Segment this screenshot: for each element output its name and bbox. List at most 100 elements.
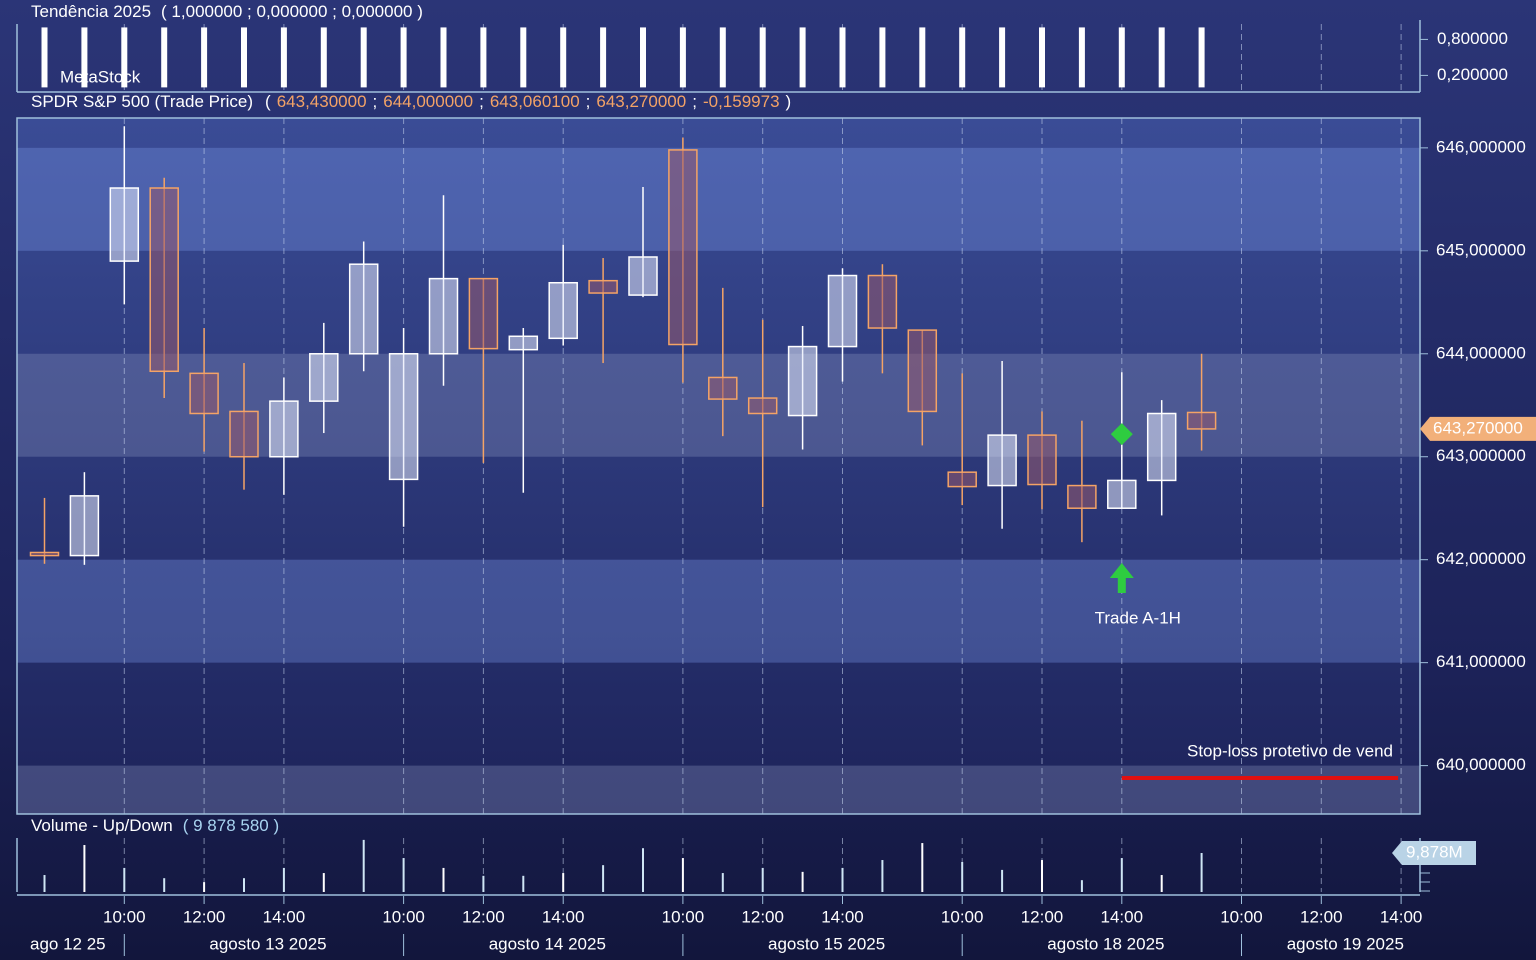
trend-bar xyxy=(879,27,886,88)
header-value: 643,430000 xyxy=(277,92,367,111)
trend-bar xyxy=(41,27,48,88)
x-tick-label: 14:00 xyxy=(263,907,306,926)
volume-tag xyxy=(1392,841,1476,866)
header-value: ; xyxy=(692,92,697,111)
x-tick-label: 12:00 xyxy=(462,907,505,926)
price-frame xyxy=(16,117,1421,815)
trend-bar xyxy=(839,27,846,88)
x-tick-label: 12:00 xyxy=(1021,907,1064,926)
candle-body xyxy=(229,410,259,458)
candle-body xyxy=(907,329,938,413)
x-tick-label: 10:00 xyxy=(103,907,146,926)
last-price-label: 643,270000 xyxy=(1433,418,1523,437)
price-header: SPDR S&P 500 (Trade Price) (643,430000; 64… xyxy=(31,92,791,111)
trend-bar xyxy=(201,27,208,88)
y-tick-label: 645,000000 xyxy=(1436,240,1526,259)
header-value: ; xyxy=(586,92,591,111)
candle-body xyxy=(1186,411,1217,430)
price-pane xyxy=(17,118,1420,814)
price-band xyxy=(17,147,1420,251)
candle-body xyxy=(309,353,339,402)
day-label: agosto 15 2025 xyxy=(768,934,885,953)
trend-bar xyxy=(799,27,806,88)
candle-body xyxy=(1146,412,1177,482)
indicator-title: Tendência 2025 xyxy=(31,2,151,21)
trend-bar xyxy=(81,27,88,88)
x-tick-label: 14:00 xyxy=(1380,907,1423,926)
indicator-header: Tendência 2025 ( 1,000000 ; 0,000000 ; 0,… xyxy=(31,2,423,21)
trend-bar xyxy=(360,27,367,88)
volume-tag-label: 9,878M xyxy=(1406,842,1463,861)
candle-body xyxy=(827,274,858,348)
trend-bar xyxy=(759,27,766,88)
candle-body xyxy=(987,434,1017,487)
candle-body xyxy=(109,187,140,262)
day-label: ago 12 25 xyxy=(30,934,106,953)
trend-bar xyxy=(241,27,247,88)
layer: 646,000000 645,000000 644,000000 643,000000… xyxy=(16,2,1536,956)
candle-body xyxy=(787,345,818,417)
indicator-tick-label: 0,800000 xyxy=(1437,29,1508,48)
candle-body xyxy=(388,353,419,481)
x-tick-label: 10:00 xyxy=(662,907,705,926)
price-band xyxy=(17,353,1420,457)
trend-bar xyxy=(959,27,966,88)
x-tick-label: 14:00 xyxy=(821,907,864,926)
candle-body xyxy=(508,335,539,351)
header-value: ; xyxy=(479,92,484,111)
trend-bar xyxy=(1039,27,1045,88)
day-label: agosto 13 2025 xyxy=(209,934,326,953)
header-value: 643,060100 xyxy=(490,92,580,111)
candle-body xyxy=(428,277,459,355)
header-value: 644,000000 xyxy=(383,92,473,111)
candle-body xyxy=(628,256,658,296)
y-tick-label: 643,000000 xyxy=(1436,446,1526,465)
header-value: ; xyxy=(373,92,378,111)
x-tick-label: 10:00 xyxy=(941,907,984,926)
candle-body xyxy=(867,274,898,329)
header-value: 643,270000 xyxy=(596,92,686,111)
header-value: ) xyxy=(786,92,792,111)
trend-bar xyxy=(1078,27,1085,88)
indicator-tick-label: 0,200000 xyxy=(1437,65,1508,84)
candle-body xyxy=(747,397,778,415)
y-tick-label: 644,000000 xyxy=(1436,343,1526,362)
x-tick-label: 12:00 xyxy=(1300,907,1343,926)
trend-bar xyxy=(480,27,487,88)
x-tick-label: 12:00 xyxy=(183,907,226,926)
candle-body xyxy=(149,187,179,373)
trend-bar xyxy=(999,27,1006,88)
volume-value: ( 9 878 580 ) xyxy=(183,816,279,835)
signal-label: Trade A-1H xyxy=(1095,608,1181,627)
price-band xyxy=(17,559,1420,663)
trend-bar xyxy=(280,27,287,88)
trend-bar xyxy=(600,27,607,88)
volume-header: Volume - Up/Down ( 9 878 580 ) xyxy=(31,816,279,835)
candle-body xyxy=(668,149,698,346)
x-tick-label: 14:00 xyxy=(1101,907,1144,926)
trend-bar xyxy=(1158,27,1165,88)
trend-bar xyxy=(719,27,726,88)
trend-bar xyxy=(400,27,407,88)
y-tick-label: 646,000000 xyxy=(1436,137,1526,156)
x-tick-label: 14:00 xyxy=(542,907,585,926)
signal-arrow xyxy=(1109,563,1134,593)
header-value: ( xyxy=(265,92,271,111)
signal-marker xyxy=(1110,423,1133,446)
candle-body xyxy=(269,400,299,458)
candle-body xyxy=(588,279,618,294)
watermark: MetaStock xyxy=(60,67,141,86)
volume-title: Volume - Up/Down xyxy=(31,816,173,835)
candle-body xyxy=(1067,484,1097,509)
day-label: agosto 18 2025 xyxy=(1047,934,1164,953)
y-tick-label: 641,000000 xyxy=(1436,652,1526,671)
x-tick-label: 12:00 xyxy=(741,907,784,926)
day-label: agosto 14 2025 xyxy=(489,934,606,953)
header-title: SPDR S&P 500 (Trade Price) xyxy=(31,92,253,111)
trend-bar xyxy=(161,27,168,88)
stop-loss-label: Stop-loss protetivo de vend xyxy=(1187,741,1393,760)
candle-body xyxy=(69,495,100,557)
trend-bar xyxy=(919,27,926,88)
